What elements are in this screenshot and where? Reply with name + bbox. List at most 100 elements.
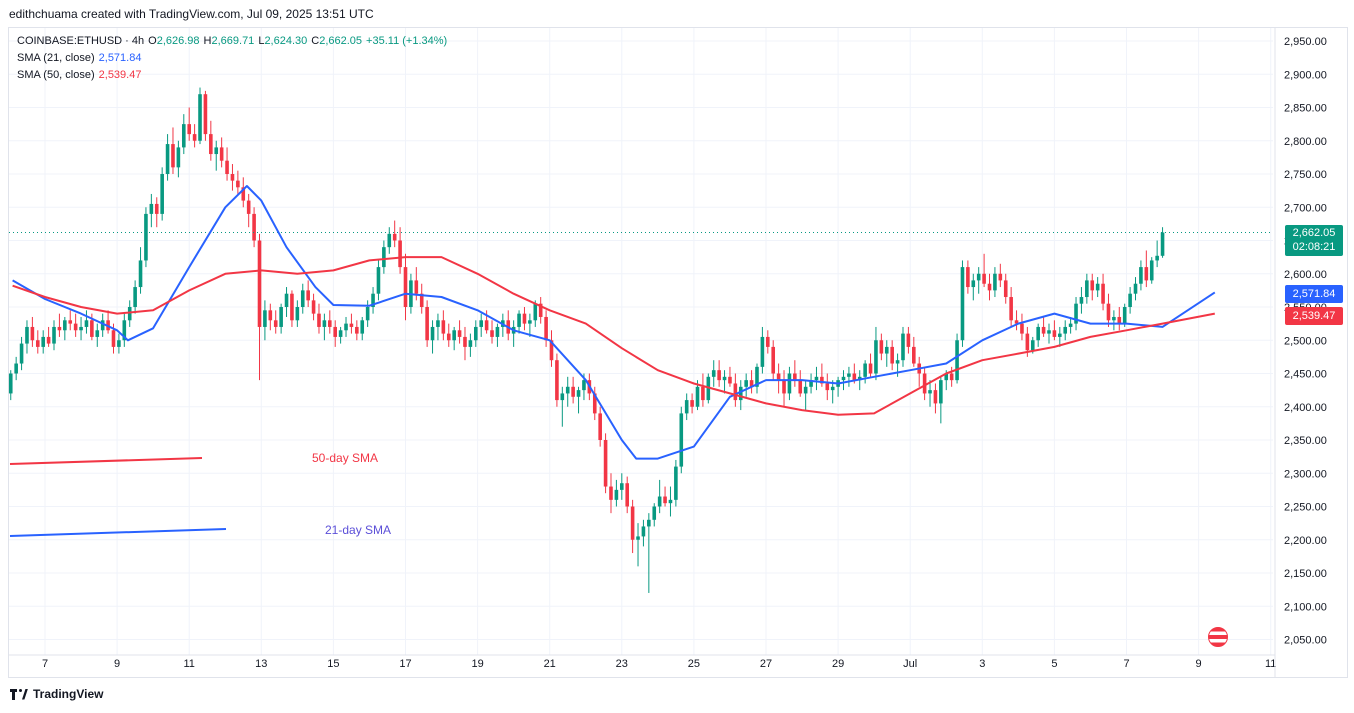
candle — [744, 373, 748, 397]
candle — [1036, 323, 1040, 347]
candle-body — [966, 267, 970, 288]
candle-body — [1139, 267, 1143, 284]
candle-body — [165, 144, 170, 174]
candle — [214, 140, 219, 171]
candle — [187, 107, 191, 141]
candle — [511, 320, 516, 347]
candle — [798, 370, 803, 397]
candle-body — [603, 440, 608, 487]
candle-body — [928, 390, 932, 394]
candle-body — [430, 326, 435, 341]
candle — [960, 260, 965, 347]
candle — [273, 310, 278, 334]
candle — [473, 320, 478, 347]
candle — [836, 376, 840, 397]
candle-body — [701, 386, 705, 401]
candle — [1014, 310, 1019, 331]
candle-body — [246, 200, 251, 214]
candle-body — [538, 303, 543, 317]
candle-body — [690, 400, 694, 407]
candle-body — [41, 336, 45, 347]
candle — [241, 177, 246, 208]
candle — [463, 326, 467, 361]
candle-body — [290, 293, 294, 321]
candle — [506, 310, 511, 341]
candle — [1101, 273, 1105, 311]
candle-body — [901, 333, 905, 361]
candle — [322, 313, 327, 341]
y-tick-label: 2,350.00 — [1284, 435, 1327, 447]
flag-icon[interactable] — [1208, 627, 1228, 647]
candle — [1128, 287, 1132, 314]
candle — [63, 316, 67, 341]
candle — [192, 124, 197, 148]
y-tick-label: 2,600.00 — [1284, 269, 1327, 281]
candle — [349, 313, 354, 334]
candle-body — [868, 363, 873, 374]
candle — [1095, 277, 1100, 298]
sma50-price-label: 2,539.47 — [1285, 307, 1343, 325]
candle-body — [225, 160, 229, 174]
candle-body — [1090, 280, 1095, 291]
candle-body — [847, 373, 851, 377]
x-tick-label: 7 — [1123, 658, 1129, 670]
candle-body — [35, 340, 40, 347]
candle-body — [95, 330, 100, 337]
candle — [230, 164, 235, 191]
high-label: H — [203, 35, 212, 47]
chart-frame[interactable] — [8, 27, 1348, 678]
candle — [966, 260, 970, 294]
candle-body — [419, 293, 424, 307]
candle — [387, 227, 392, 254]
candle-body — [1095, 283, 1100, 291]
candle — [647, 513, 651, 593]
candle — [1074, 297, 1078, 331]
candle-body — [895, 360, 900, 364]
candle — [841, 370, 846, 391]
candle-body — [295, 307, 300, 321]
candle-body — [971, 280, 976, 288]
candle-body — [879, 340, 884, 354]
candle-body — [630, 506, 635, 540]
candle-body — [230, 174, 235, 181]
candle-body — [576, 390, 581, 397]
x-tick-label: 7 — [42, 658, 48, 670]
candle — [19, 336, 24, 371]
candle — [982, 253, 986, 288]
candle — [776, 363, 781, 394]
candle — [25, 320, 29, 354]
candle-body — [219, 147, 224, 161]
candle-body — [1009, 297, 1013, 321]
tradingview-logo-icon — [10, 688, 28, 700]
candle — [41, 330, 45, 354]
candle-body — [317, 313, 321, 327]
candle — [668, 486, 673, 517]
candle — [398, 227, 402, 274]
annotation-lines — [9, 457, 227, 537]
candle-body — [382, 247, 386, 268]
x-tick-label: 9 — [114, 658, 120, 670]
candle — [571, 376, 575, 404]
candle-body — [825, 383, 830, 391]
candle — [760, 326, 765, 374]
candle — [198, 87, 202, 145]
candle-body — [122, 320, 127, 341]
tradingview-brand[interactable]: TradingView — [10, 687, 103, 701]
candle-body — [490, 330, 494, 337]
low-label: L — [258, 35, 265, 47]
close-value: 2,662.05 — [319, 35, 363, 47]
candle — [625, 476, 630, 514]
sma50-legend-label: SMA (50, close) — [17, 69, 95, 81]
candle — [425, 300, 429, 347]
candle — [344, 316, 348, 337]
candle-body — [1085, 280, 1089, 298]
sma21-key-line — [9, 528, 227, 537]
candle-body — [620, 483, 624, 490]
candle — [614, 479, 619, 507]
candle-body — [793, 373, 797, 381]
candle — [133, 280, 137, 314]
y-tick-label: 2,900.00 — [1284, 69, 1327, 81]
candle-body — [371, 293, 375, 307]
candle — [1020, 313, 1024, 341]
